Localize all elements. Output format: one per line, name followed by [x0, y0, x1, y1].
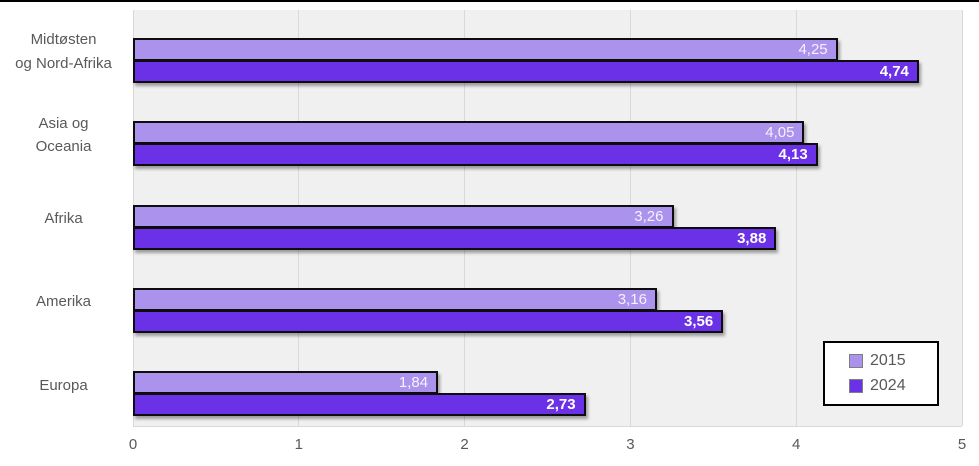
bar-value-label: 3,56 — [684, 312, 714, 330]
table-row: 3,26 3,88 — [133, 176, 962, 259]
category-label: Afrika — [0, 177, 127, 260]
bar-value-label: 2,73 — [546, 395, 576, 413]
x-tick-label: 4 — [792, 436, 801, 453]
bar-value-label: 1,84 — [398, 373, 429, 391]
bar-rows: 4,25 4,74 4,05 4,13 3,26 3,88 3,16 3,56 1,84 2,73 — [133, 10, 962, 426]
bar-value-label: 3,16 — [617, 290, 647, 308]
bar-2015: 3,16 — [133, 287, 657, 311]
table-row: 3,16 3,56 — [133, 260, 962, 343]
category-label: Midtøsten og Nord-Afrika — [0, 10, 127, 93]
x-axis: 0 1 2 3 4 5 — [129, 432, 966, 460]
category-label-line: Europa — [39, 376, 88, 394]
x-tick-label: 3 — [626, 436, 635, 453]
x-tick-label: 5 — [957, 436, 967, 453]
category-label: Amerika — [0, 260, 127, 343]
legend-swatch — [849, 379, 863, 393]
legend-entry: 2015 — [849, 352, 937, 370]
bar-pair: 1,84 2,73 — [133, 370, 962, 416]
bar-2024: 3,56 — [133, 309, 724, 333]
bar-value-label: 4,74 — [879, 63, 909, 81]
bar-2015: 4,25 — [133, 38, 838, 62]
legend-entry: 2024 — [849, 377, 937, 395]
bar-2024: 3,88 — [133, 226, 777, 250]
table-row: 1,84 2,73 — [133, 343, 962, 426]
bar-2024: 4,74 — [133, 60, 919, 84]
bar-2024: 4,13 — [133, 143, 818, 167]
legend-swatch — [849, 354, 863, 368]
plot-area: 4,25 4,74 4,05 4,13 3,26 3,88 3,16 3,56 1,84 2,73 — [132, 10, 963, 427]
legend-label: 2024 — [870, 377, 906, 394]
category-label-line: Afrika — [44, 209, 83, 227]
category-label: Asia og Oceania — [0, 93, 127, 176]
category-label-line: Oceania — [35, 138, 92, 156]
bar-value-label: 4,05 — [765, 124, 795, 142]
legend: 2015 2024 — [823, 341, 939, 406]
category-label-line: Amerika — [35, 293, 91, 311]
x-tick-label: 0 — [128, 436, 138, 453]
x-tick-label: 1 — [294, 436, 303, 453]
category-label-line: Asia og — [38, 114, 89, 132]
bar-pair: 3,16 3,56 — [133, 287, 962, 333]
gridline — [795, 10, 797, 426]
category-label: Europa — [0, 344, 127, 427]
bar-pair: 4,05 4,13 — [133, 121, 962, 167]
bar-value-label: 4,25 — [798, 41, 828, 59]
bar-value-label: 3,26 — [634, 207, 664, 225]
bar-value-label: 4,13 — [778, 146, 808, 164]
bar-pair: 3,26 3,88 — [133, 204, 962, 250]
category-axis: Midtøsten og Nord-Afrika Asia og Oceania Afr… — [0, 10, 127, 427]
table-row: 4,25 4,74 — [133, 10, 962, 93]
bar-2015: 4,05 — [133, 121, 805, 145]
x-tick-label: 2 — [460, 436, 469, 453]
bar-2015: 1,84 — [133, 370, 439, 394]
bar-2024: 2,73 — [133, 392, 586, 416]
bar-value-label: 3,88 — [737, 229, 767, 247]
bar-2015: 3,26 — [133, 204, 674, 228]
category-label-line: og Nord-Afrika — [15, 54, 112, 72]
gridline — [961, 10, 963, 426]
legend-label: 2015 — [870, 352, 906, 369]
category-label-line: Midtøsten — [30, 31, 97, 49]
bar-pair: 4,25 4,74 — [133, 38, 962, 84]
table-row: 4,05 4,13 — [133, 93, 962, 176]
